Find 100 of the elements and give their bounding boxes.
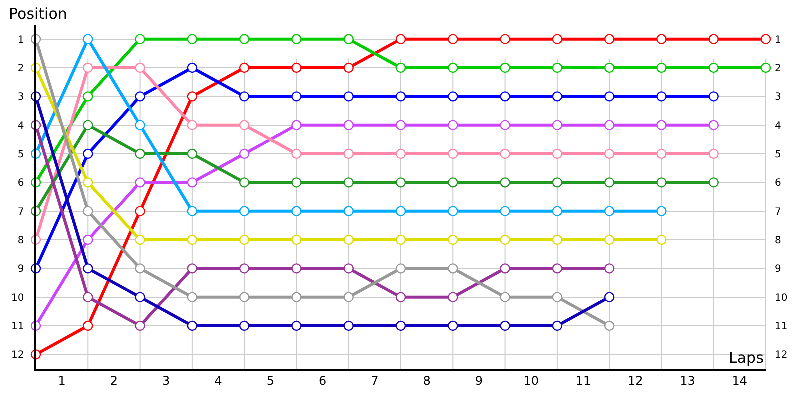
x-tick-label: 6 — [318, 374, 327, 388]
point — [135, 292, 146, 302]
point — [187, 178, 198, 188]
y-tick-label: 3 — [18, 92, 24, 104]
point — [292, 292, 302, 302]
point — [135, 92, 146, 102]
point — [187, 320, 198, 332]
point — [83, 92, 94, 102]
point — [500, 264, 510, 274]
point — [604, 62, 615, 74]
x-tick-label: 11 — [576, 374, 592, 388]
y-tick-label: 10 — [12, 292, 24, 304]
point — [552, 62, 563, 74]
point — [708, 62, 719, 74]
point — [604, 120, 615, 130]
point — [239, 320, 250, 332]
point — [396, 234, 406, 246]
x-tick-label: 3 — [162, 374, 170, 388]
point — [500, 292, 510, 302]
point — [239, 178, 250, 188]
point — [500, 34, 510, 44]
y2-tick-label: 1 — [775, 34, 782, 46]
point — [344, 264, 354, 274]
point — [83, 320, 94, 332]
point — [604, 234, 615, 246]
point — [239, 148, 250, 160]
point — [500, 92, 510, 102]
point — [604, 148, 615, 160]
point — [135, 34, 146, 44]
y2-tick-label: 7 — [775, 206, 782, 218]
point — [656, 206, 667, 216]
point — [344, 178, 354, 188]
y-tick-label: 1 — [18, 34, 24, 46]
point — [656, 234, 667, 246]
point — [604, 292, 615, 302]
point — [292, 264, 302, 274]
point — [292, 234, 302, 246]
point — [83, 292, 94, 302]
point — [187, 62, 198, 74]
point — [448, 62, 458, 74]
point — [239, 62, 250, 74]
point — [656, 120, 667, 130]
point — [396, 92, 406, 102]
y2-tick-label: 12 — [775, 350, 788, 362]
y-tick-label: 7 — [18, 206, 24, 218]
point — [135, 320, 146, 332]
point — [83, 206, 94, 216]
point — [552, 234, 563, 246]
point — [344, 120, 354, 130]
point — [396, 62, 406, 74]
y-tick-label: 4 — [18, 120, 24, 132]
point — [448, 292, 458, 302]
point — [344, 206, 354, 216]
point — [448, 234, 458, 246]
point — [187, 92, 198, 102]
point — [83, 234, 94, 246]
x-tick-label: 8 — [423, 374, 431, 388]
point — [656, 178, 667, 188]
point — [187, 120, 198, 130]
point — [552, 34, 563, 44]
point — [187, 234, 198, 246]
point — [135, 178, 146, 188]
x-axis-title: Laps — [729, 349, 764, 367]
point — [135, 264, 146, 274]
point — [239, 206, 250, 216]
point — [708, 148, 719, 160]
point — [135, 234, 146, 246]
point — [292, 62, 302, 74]
y2-tick-label: 9 — [775, 264, 782, 276]
point — [344, 320, 354, 332]
point — [239, 34, 250, 44]
point — [344, 34, 354, 44]
point — [83, 34, 94, 44]
point — [396, 292, 406, 302]
x-tick-label: 7 — [371, 374, 379, 388]
point — [396, 120, 406, 130]
point — [448, 178, 458, 188]
point — [604, 92, 615, 102]
point — [708, 178, 719, 188]
y-tick-label: 6 — [18, 178, 24, 190]
point — [708, 92, 719, 102]
y2-tick-label: 2 — [775, 64, 782, 74]
point — [292, 120, 302, 130]
x-tick-label: 5 — [266, 374, 274, 388]
x-tick-label: 12 — [628, 374, 644, 388]
point — [552, 206, 563, 216]
y2-tick-label: 11 — [775, 322, 788, 332]
point — [292, 206, 302, 216]
point — [292, 34, 302, 44]
point — [239, 292, 250, 302]
point — [239, 234, 250, 246]
point — [239, 264, 250, 274]
point — [83, 120, 94, 130]
point — [135, 148, 146, 160]
point — [292, 178, 302, 188]
point — [344, 234, 354, 246]
point — [552, 148, 563, 160]
y-tick-label: 12 — [12, 350, 24, 362]
point — [396, 34, 406, 44]
point — [604, 264, 615, 274]
